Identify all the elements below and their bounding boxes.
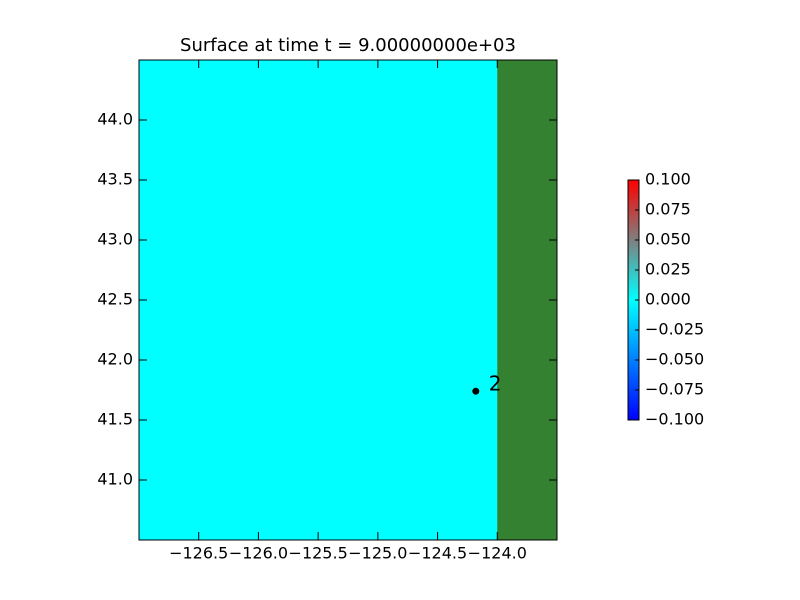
y-tick-label: 43.5	[97, 170, 133, 189]
x-tick-label: −126.0	[229, 544, 288, 563]
water	[139, 60, 557, 540]
y-tick-label: 44.0	[97, 110, 133, 129]
y-tick-label: 41.0	[97, 470, 133, 489]
chart-title: Surface at time t = 9.00000000e+03	[180, 35, 516, 56]
land	[497, 60, 557, 540]
colorbar-tick-label: −0.025	[645, 320, 704, 339]
colorbar-tick-label: −0.050	[645, 350, 704, 369]
colorbar-tick-label: 0.075	[645, 200, 691, 219]
colorbar-tick-label: 0.100	[645, 170, 691, 189]
colorbar-tick-label: −0.075	[645, 380, 704, 399]
gauge-label: 2	[489, 372, 502, 396]
x-tick-label: −125.0	[348, 544, 407, 563]
colorbar-tick-label: 0.025	[645, 260, 691, 279]
colorbar-tick-label: 0.050	[645, 230, 691, 249]
colorbar-tick-label: −0.100	[645, 410, 704, 429]
x-tick-label: −126.5	[169, 544, 228, 563]
x-tick-label: −124.0	[468, 544, 527, 563]
gauge	[472, 387, 480, 395]
x-tick-label: −124.5	[408, 544, 467, 563]
y-tick-label: 41.5	[97, 410, 133, 429]
x-tick-label: −125.5	[289, 544, 348, 563]
y-tick-label: 42.5	[97, 290, 133, 309]
y-tick-label: 42.0	[97, 350, 133, 369]
y-tick-label: 43.0	[97, 230, 133, 249]
colorbar-tick-label: 0.000	[645, 290, 691, 309]
